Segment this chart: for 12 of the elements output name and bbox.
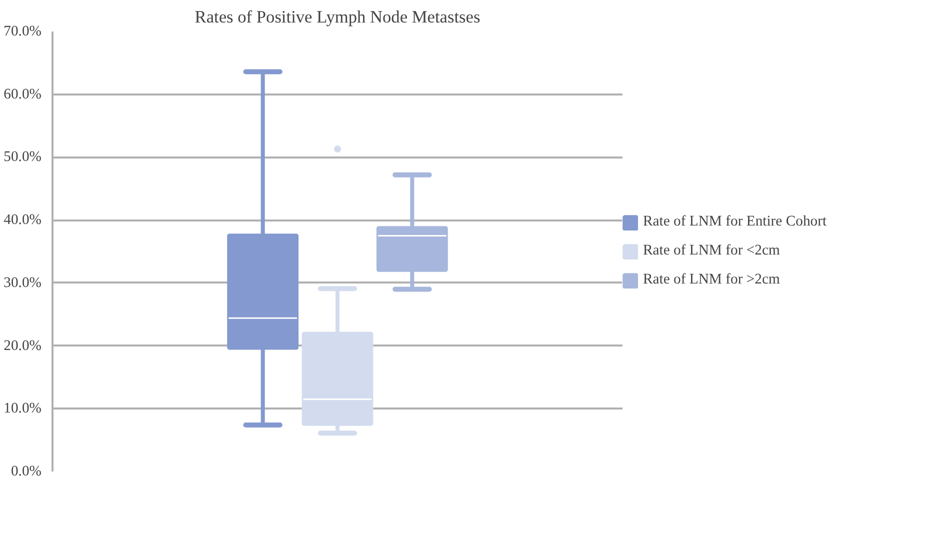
legend-label: Rate of LNM for >2cm [643, 272, 780, 288]
y-tick-label: 20.0% [4, 338, 42, 354]
y-tick-label: 30.0% [4, 274, 42, 291]
y-tick-label: 60.0% [4, 86, 42, 102]
y-tick-label: 10.0% [4, 400, 42, 417]
legend-label: Rate of LNM for Entire Cohort [643, 214, 827, 230]
y-tick-label: 40.0% [4, 212, 42, 228]
chart-title: Rates of Positive Lymph Node Metastses [194, 8, 480, 26]
y-tick-label: 70.0% [4, 24, 42, 40]
legend-label: Rate of LNM for <2cm [643, 242, 780, 260]
y-tick-label: 0.0% [10, 464, 42, 480]
y-tick-label: 50.0% [4, 149, 42, 166]
